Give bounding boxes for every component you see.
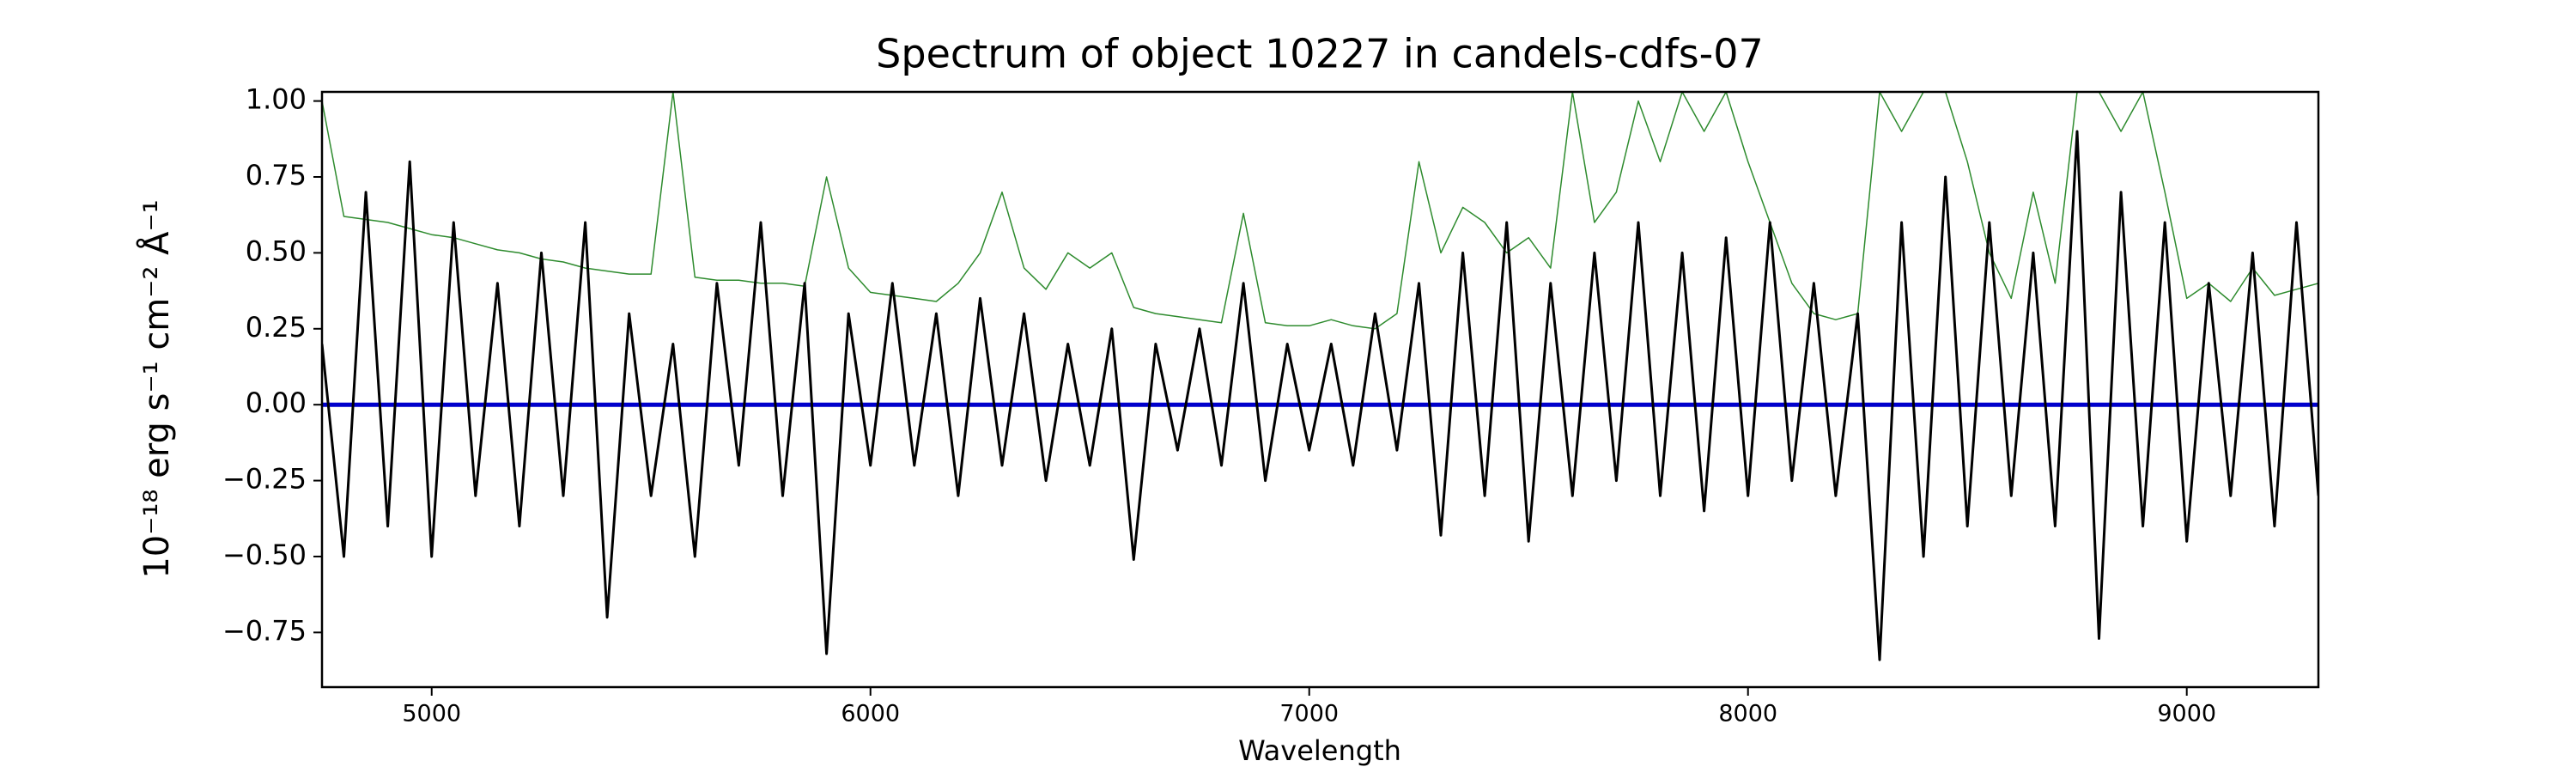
spectrum-line (322, 92, 2318, 330)
chart-title: Spectrum of object 10227 in candels-cdfs… (876, 31, 1764, 77)
y-tick-label: −0.50 (222, 539, 307, 571)
x-tick-label: 8000 (1718, 701, 1777, 727)
x-tick-label: 7000 (1279, 701, 1339, 727)
y-tick-label: −0.75 (222, 614, 307, 647)
plot-frame (320, 90, 2320, 689)
x-axis-label: Wavelength (1238, 734, 1401, 767)
spectrum-line (322, 130, 2318, 661)
y-tick-label: 0.75 (246, 159, 307, 192)
y-tick-label: 0.25 (246, 311, 307, 344)
x-tick-label: 9000 (2157, 701, 2216, 727)
plot-lines (322, 92, 2318, 661)
y-tick-label: 1.00 (246, 83, 307, 116)
y-tick-label: −0.25 (222, 463, 307, 496)
x-tick-label: 6000 (841, 701, 900, 727)
y-tick-label: 0.50 (246, 234, 307, 267)
y-axis-label: 10⁻¹⁸ erg s⁻¹ cm⁻² Å⁻¹ (136, 199, 177, 578)
x-tick-label: 5000 (402, 701, 461, 727)
y-tick-label: 0.00 (246, 386, 307, 419)
